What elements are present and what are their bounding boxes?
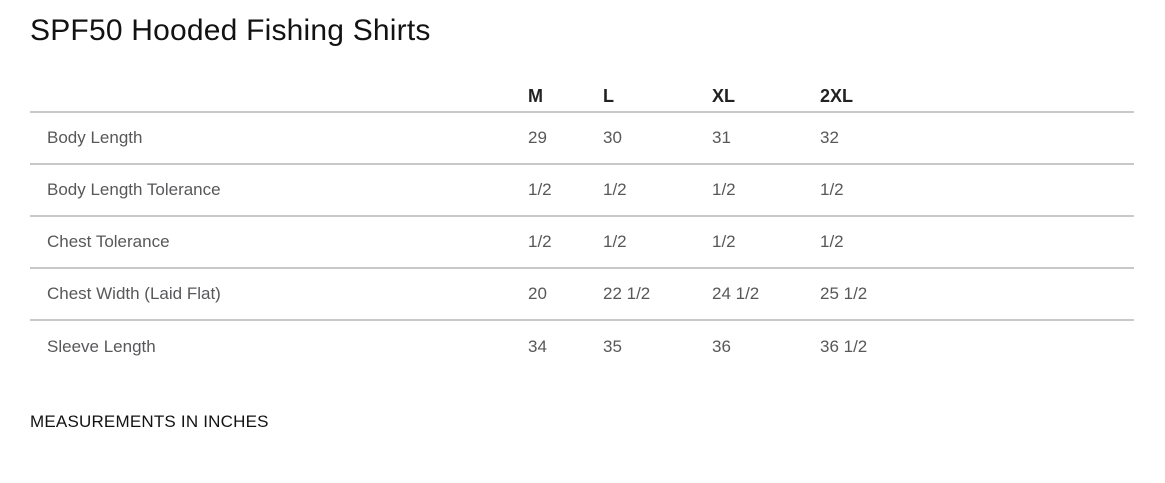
cell-value: 22 1/2 xyxy=(603,268,712,321)
cell-value: 20 xyxy=(528,268,603,321)
cell-value: 1/2 xyxy=(603,216,712,269)
row-label: Body Length xyxy=(30,112,528,165)
size-column-header-2xl: 2XL xyxy=(820,82,1134,113)
size-column-header-l: L xyxy=(603,82,712,113)
cell-value: 30 xyxy=(603,112,712,165)
row-label: Chest Tolerance xyxy=(30,216,528,269)
cell-value: 24 1/2 xyxy=(712,268,820,321)
measurements-note: MEASUREMENTS IN INCHES xyxy=(30,412,269,431)
cell-value: 1/2 xyxy=(820,164,1134,217)
table-row-sleeve-length: Sleeve Length 34 35 36 36 1/2 xyxy=(30,320,1134,372)
cell-value: 1/2 xyxy=(712,164,820,217)
cell-value: 1/2 xyxy=(528,164,603,217)
size-column-header-xl: XL xyxy=(712,82,820,113)
measurement-column-header xyxy=(30,82,528,113)
cell-value: 29 xyxy=(528,112,603,165)
cell-value: 36 xyxy=(712,336,731,356)
row-label: Sleeve Length xyxy=(47,336,156,356)
cell-value: 36 1/2 xyxy=(820,336,868,356)
cell-value: 31 xyxy=(712,112,820,165)
cell-value: 1/2 xyxy=(528,216,603,269)
size-chart-header-row: M L XL 2XL xyxy=(30,82,1134,113)
size-chart-page: SPF50 Hooded Fishing Shirts M L XL 2XL B… xyxy=(0,14,1165,483)
size-chart-table: M L XL 2XL Body Length 29 30 31 32 Body … xyxy=(30,82,1134,372)
table-row-body-length: Body Length 29 30 31 32 xyxy=(30,112,1134,165)
cell-value: 32 xyxy=(820,112,1134,165)
cell-value: 1/2 xyxy=(603,164,712,217)
cell-value: 34 xyxy=(528,336,547,356)
size-column-header-m: M xyxy=(528,82,603,113)
row-label: Body Length Tolerance xyxy=(30,164,528,217)
cell-value: 25 1/2 xyxy=(820,268,1134,321)
table-row-body-length-tolerance: Body Length Tolerance 1/2 1/2 1/2 1/2 xyxy=(30,164,1134,217)
cell-value: 35 xyxy=(603,336,622,356)
page-title: SPF50 Hooded Fishing Shirts xyxy=(30,14,431,47)
table-row-chest-tolerance: Chest Tolerance 1/2 1/2 1/2 1/2 xyxy=(30,216,1134,269)
row-label: Chest Width (Laid Flat) xyxy=(30,268,528,321)
cell-value: 1/2 xyxy=(712,216,820,269)
cell-value: 1/2 xyxy=(820,216,1134,269)
table-row-chest-width: Chest Width (Laid Flat) 20 22 1/2 24 1/2… xyxy=(30,268,1134,321)
